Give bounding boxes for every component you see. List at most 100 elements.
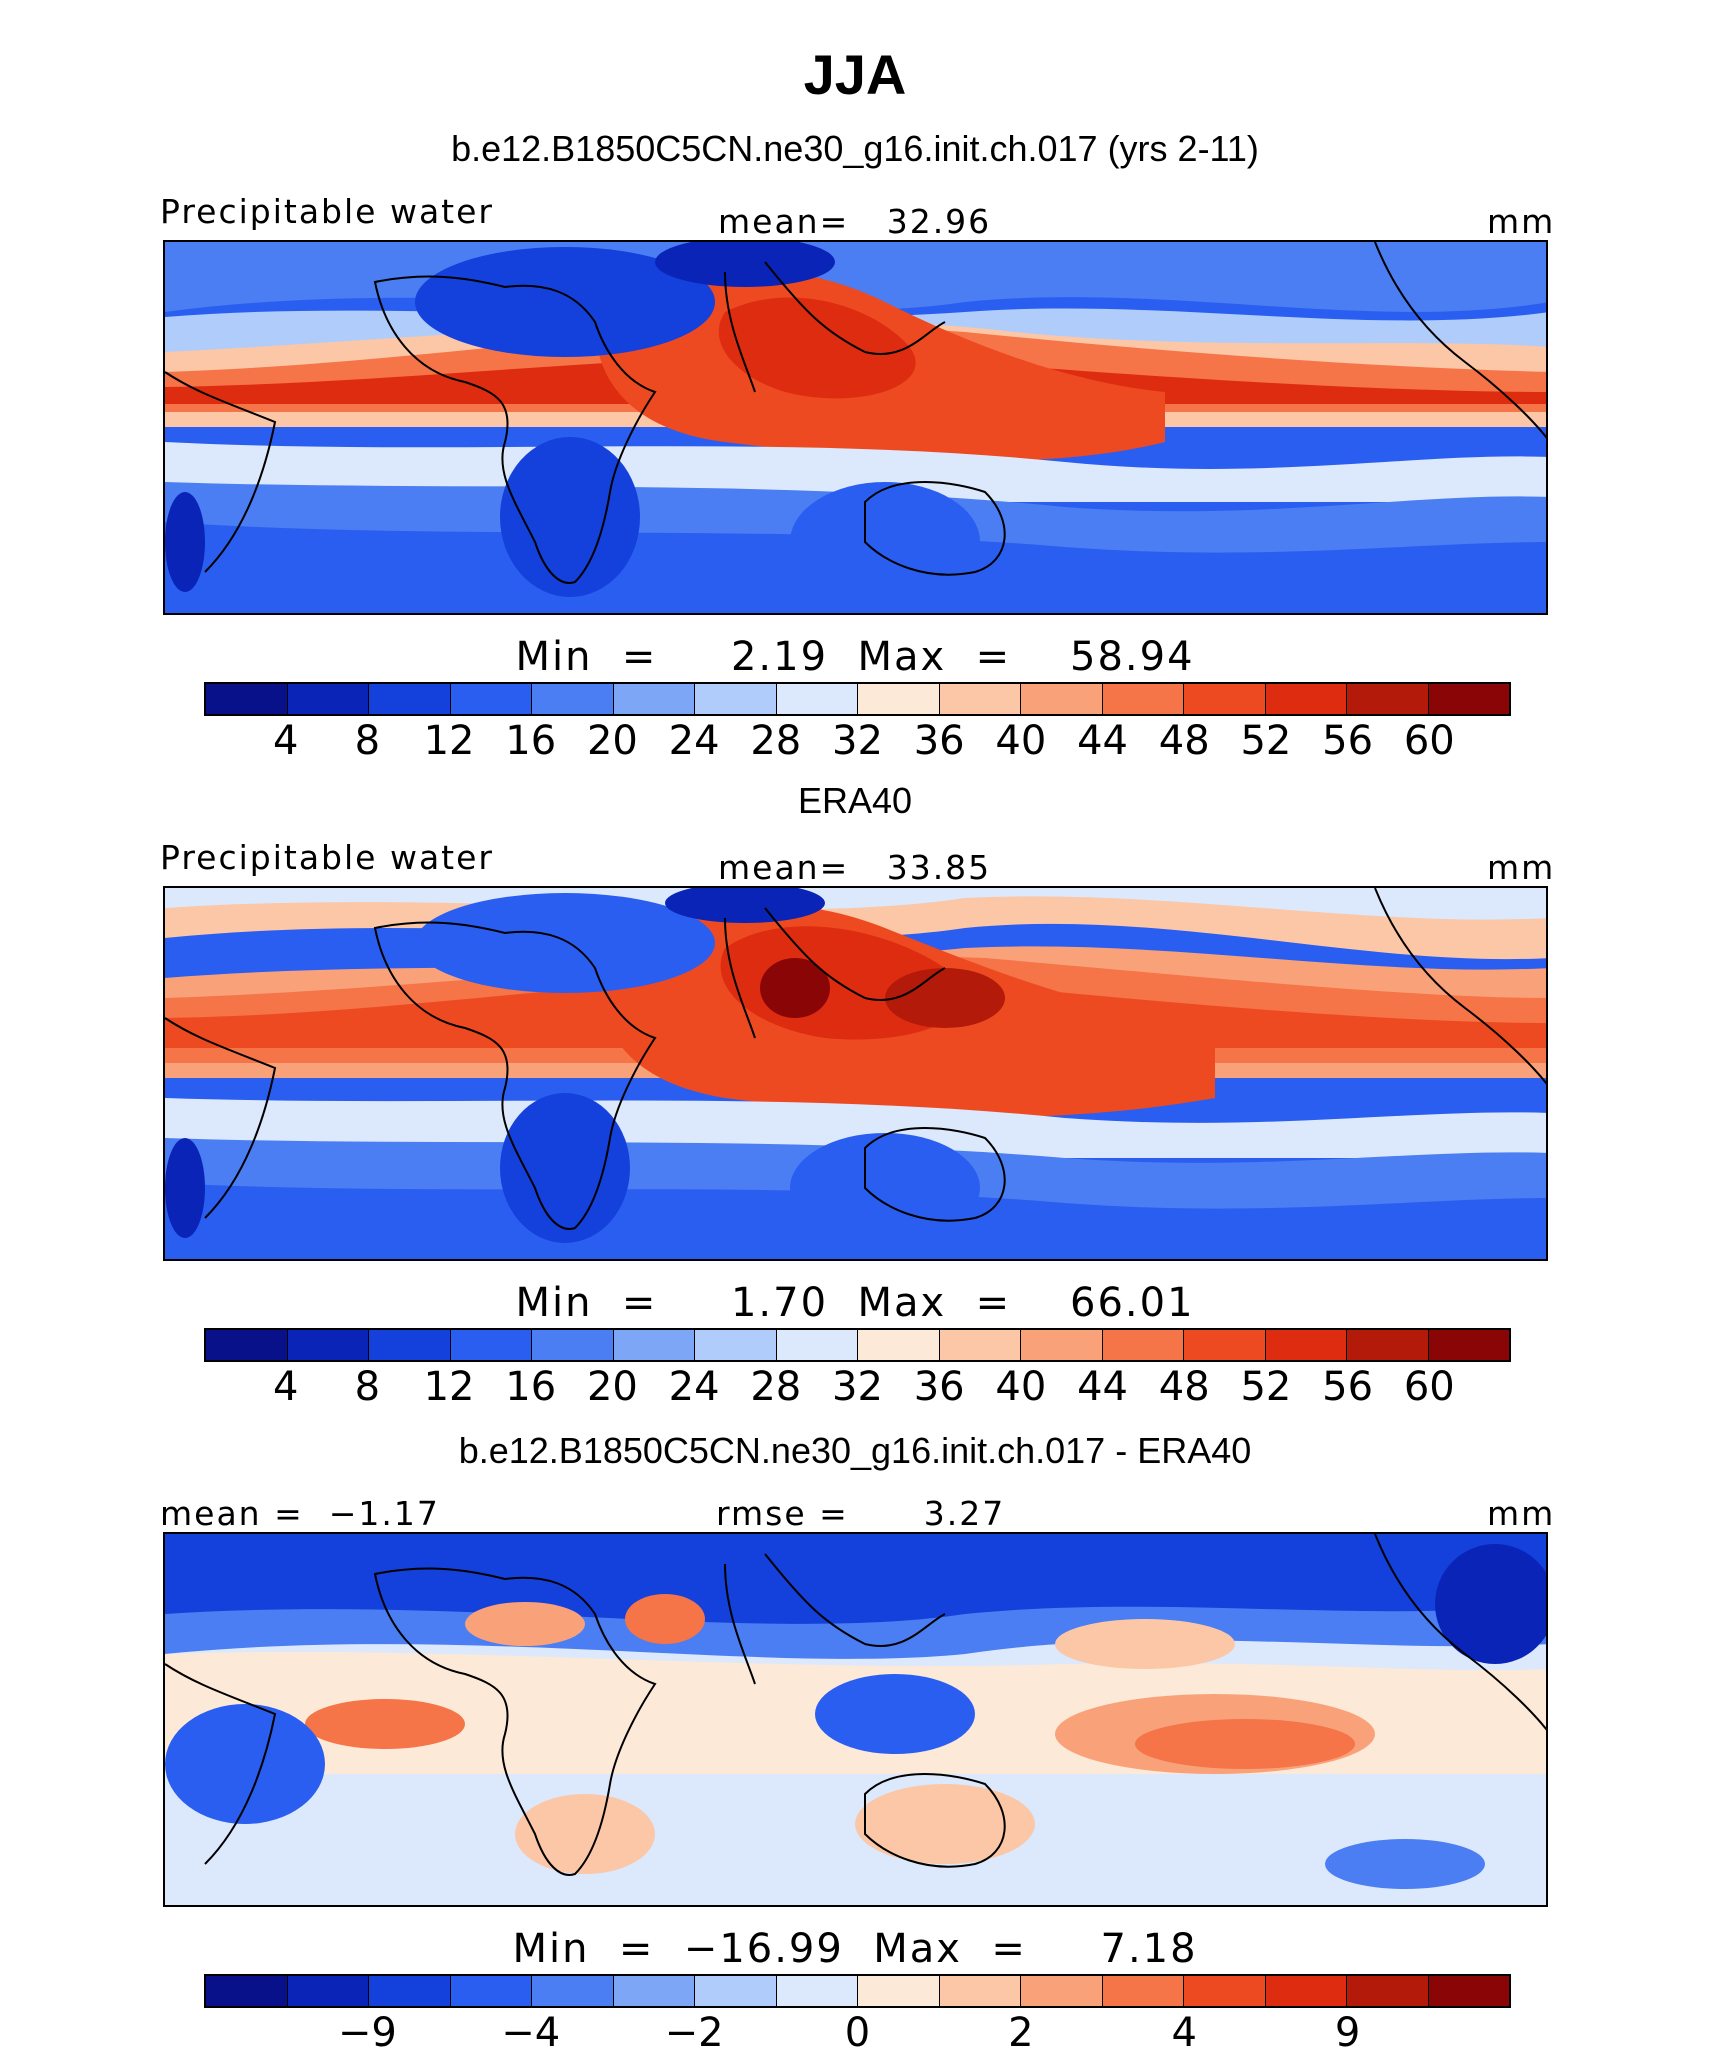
panel-1-map-svg (165, 242, 1546, 613)
colorbar-tick-label: 9 (1334, 2010, 1361, 2056)
panel-1-colorbar (204, 682, 1511, 716)
colorbar-swatch (1265, 1330, 1347, 1360)
panel-1-colorbar-ticks: 4 8 12 16 20 24 28 32 36 40 44 48 52 56 60 (204, 718, 1511, 764)
panel-2-min-label: Min (515, 1280, 593, 1326)
panel-1-max-value: 58.94 (1070, 634, 1195, 680)
colorbar-tick-label: 24 (668, 1364, 720, 1410)
panel-2-minmax: Min = 1.70 Max = 66.01 (515, 1280, 1195, 1326)
colorbar-swatch (1184, 1330, 1266, 1360)
colorbar-swatch (532, 1976, 614, 2006)
colorbar-tick-label: 20 (586, 1364, 638, 1410)
panel-2-map (163, 886, 1548, 1261)
colorbar-tick-label: 44 (1077, 718, 1129, 764)
panel-3-minmax: Min = −16.99 Max = 7.18 (512, 1926, 1198, 1972)
colorbar-swatch (1102, 684, 1184, 714)
colorbar-tick-label: −9 (337, 2010, 397, 2056)
panel-2-variable-label: Precipitable water (160, 838, 494, 877)
colorbar-swatch (776, 1330, 858, 1360)
colorbar-tick-label: 28 (750, 1364, 802, 1410)
panel-3-max-label: Max (873, 1926, 962, 1972)
colorbar-swatch (776, 1976, 858, 2006)
colorbar-swatch (613, 1330, 695, 1360)
panel-2-max-label: Max (857, 1280, 947, 1326)
panel-3-units: mm (1487, 1494, 1556, 1533)
colorbar-swatch (1102, 1976, 1184, 2006)
colorbar-tick-label: 32 (832, 1364, 883, 1410)
colorbar-tick-label: 8 (354, 718, 381, 764)
colorbar-swatch (613, 1976, 695, 2006)
colorbar-swatch (1021, 684, 1103, 714)
colorbar-swatch (1347, 684, 1429, 714)
colorbar-swatch (695, 1976, 777, 2006)
panel-3-colorbar (204, 1974, 1511, 2008)
colorbar-tick-label: 16 (505, 718, 557, 764)
colorbar-tick-label: 24 (668, 718, 720, 764)
colorbar-swatch (206, 1976, 288, 2006)
panel-1-variable-label: Precipitable water (160, 192, 494, 231)
panel-1-max-label: Max (857, 634, 947, 680)
colorbar-tick-label: 40 (995, 1364, 1047, 1410)
panel-2-colorbar (204, 1328, 1511, 1362)
colorbar-tick-label: 0 (844, 2010, 871, 2056)
colorbar-tick-label: 28 (750, 718, 802, 764)
colorbar-swatch (1265, 684, 1347, 714)
colorbar-swatch (1428, 1976, 1509, 2006)
colorbar-swatch (369, 1976, 451, 2006)
colorbar-swatch (450, 1976, 532, 2006)
colorbar-swatch (450, 684, 532, 714)
colorbar-swatch (858, 684, 940, 714)
colorbar-swatch (776, 684, 858, 714)
panel-1-minmax: Min = 2.19 Max = 58.94 (515, 634, 1195, 680)
panel-2-min-value: 1.70 (730, 1280, 829, 1326)
colorbar-tick-label: 4 (272, 718, 299, 764)
colorbar-swatch (695, 1330, 777, 1360)
colorbar-tick-label: 12 (423, 1364, 475, 1410)
colorbar-swatch (287, 1330, 369, 1360)
colorbar-swatch (1347, 1976, 1429, 2006)
colorbar-swatch (1428, 684, 1509, 714)
colorbar-tick-label: 8 (354, 1364, 381, 1410)
colorbar-tick-label: 56 (1322, 1364, 1374, 1410)
colorbar-tick-label: 2 (1008, 2010, 1034, 2056)
colorbar-tick-label: 48 (1158, 1364, 1210, 1410)
colorbar-swatch (450, 1330, 532, 1360)
colorbar-tick-label: 52 (1240, 1364, 1292, 1410)
panel-2-mean-label: mean= 33.85 (718, 848, 992, 887)
colorbar-tick-label: 4 (272, 1364, 299, 1410)
colorbar-tick-label: 48 (1158, 718, 1210, 764)
colorbar-swatch (206, 684, 288, 714)
colorbar-tick-label: 36 (913, 718, 965, 764)
colorbar-tick-label: 60 (1403, 718, 1455, 764)
colorbar-tick-label: −4 (501, 2010, 561, 2056)
colorbar-swatch (613, 684, 695, 714)
colorbar-swatch (1184, 684, 1266, 714)
colorbar-swatch (287, 1976, 369, 2006)
colorbar-swatch (369, 1330, 451, 1360)
colorbar-swatch (1347, 1330, 1429, 1360)
panel-3-min-label: Min (512, 1926, 590, 1972)
panel-3-map (163, 1532, 1548, 1907)
panel-3-max-value: 7.18 (1100, 1926, 1198, 1972)
panel-1-min-value: 2.19 (730, 634, 829, 680)
figure-title: JJA (803, 43, 907, 106)
panel-1-map (163, 240, 1548, 615)
panel-2-subtitle: ERA40 (797, 780, 913, 821)
colorbar-tick-label: 20 (586, 718, 638, 764)
panel-1-min-label: Min (515, 634, 593, 680)
colorbar-tick-label: −2 (664, 2010, 724, 2056)
colorbar-swatch (1265, 1976, 1347, 2006)
panel-3-rmse-label: rmse = 3.27 (716, 1494, 1006, 1533)
colorbar-swatch (1184, 1976, 1266, 2006)
panel-2-map-svg (165, 888, 1546, 1259)
colorbar-tick-label: 52 (1240, 718, 1292, 764)
colorbar-swatch (287, 684, 369, 714)
panel-3-subtitle: b.e12.B1850C5CN.ne30_g16.init.ch.017 - E… (458, 1430, 1252, 1471)
colorbar-tick-label: 36 (913, 1364, 965, 1410)
panel-2-units: mm (1487, 848, 1556, 887)
panel-1-units: mm (1487, 202, 1556, 241)
panel-3-map-svg (165, 1534, 1546, 1905)
panel-2-max-value: 66.01 (1070, 1280, 1195, 1326)
colorbar-swatch (858, 1330, 940, 1360)
colorbar-swatch (1021, 1976, 1103, 2006)
colorbar-tick-label: 12 (423, 718, 475, 764)
